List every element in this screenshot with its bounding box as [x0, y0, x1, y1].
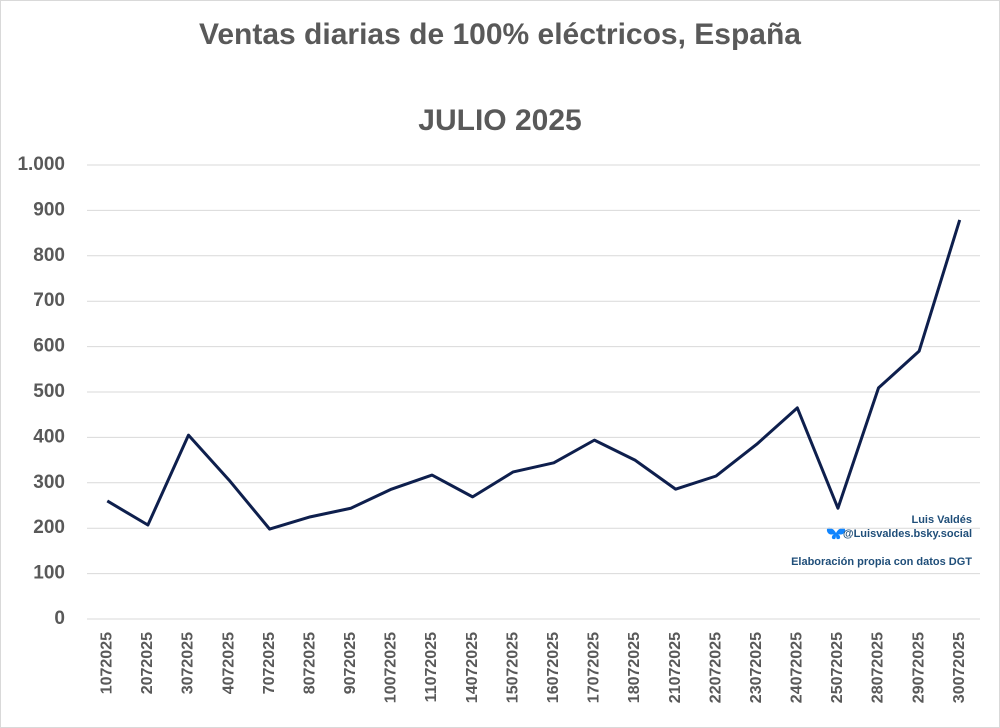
x-tick-label: 11072025: [423, 632, 440, 702]
y-tick-label: 300: [33, 472, 65, 493]
x-tick-label: 3072025: [180, 632, 197, 694]
x-tick-label: 8072025: [301, 632, 318, 694]
y-tick-label: 800: [33, 245, 65, 266]
chart-title: Ventas diarias de 100% eléctricos, Españ…: [199, 18, 801, 51]
x-tick-label: 17072025: [586, 632, 603, 703]
butterfly-icon: [826, 527, 846, 540]
x-tick-label: 1072025: [99, 632, 116, 694]
x-tick-label: 10072025: [383, 632, 400, 703]
y-tick-label: 500: [33, 381, 65, 402]
x-tick-label: 15072025: [504, 632, 521, 703]
x-tick-label: 16072025: [545, 632, 562, 703]
x-tick-label: 14072025: [464, 632, 481, 703]
annotation: Elaboración propia con datos DGT: [791, 556, 972, 568]
x-tick-label: 4072025: [220, 632, 237, 694]
x-tick-label: 22072025: [707, 632, 724, 703]
x-tick-label: 30072025: [951, 632, 968, 703]
x-tick-label: 25072025: [829, 632, 846, 703]
x-tick-label: 18072025: [626, 632, 643, 703]
x-tick-label: 24072025: [789, 632, 806, 703]
x-tick-label: 21072025: [667, 632, 684, 703]
x-tick-label: 23072025: [748, 632, 765, 703]
y-tick-label: 900: [33, 199, 65, 220]
annotation: Luis Valdés: [911, 514, 972, 526]
y-tick-label: 0: [54, 608, 65, 629]
x-tick-label: 7072025: [261, 632, 278, 694]
y-tick-label: 600: [33, 336, 65, 357]
chart-subtitle: JULIO 2025: [418, 104, 581, 137]
line: [106, 219, 962, 531]
x-tick-label: 29072025: [910, 632, 927, 703]
y-tick-label: 400: [33, 426, 65, 447]
x-tick-label: 2072025: [139, 632, 156, 694]
x-tick-label: 9072025: [342, 632, 359, 694]
y-tick-label: 1.000: [17, 154, 65, 175]
x-tick-label: 28072025: [870, 632, 887, 703]
y-tick-label: 700: [33, 290, 65, 311]
annotation: @Luisvaldes.bsky.social: [843, 528, 972, 540]
y-tick-label: 200: [33, 517, 65, 538]
y-tick-label: 100: [33, 563, 65, 584]
